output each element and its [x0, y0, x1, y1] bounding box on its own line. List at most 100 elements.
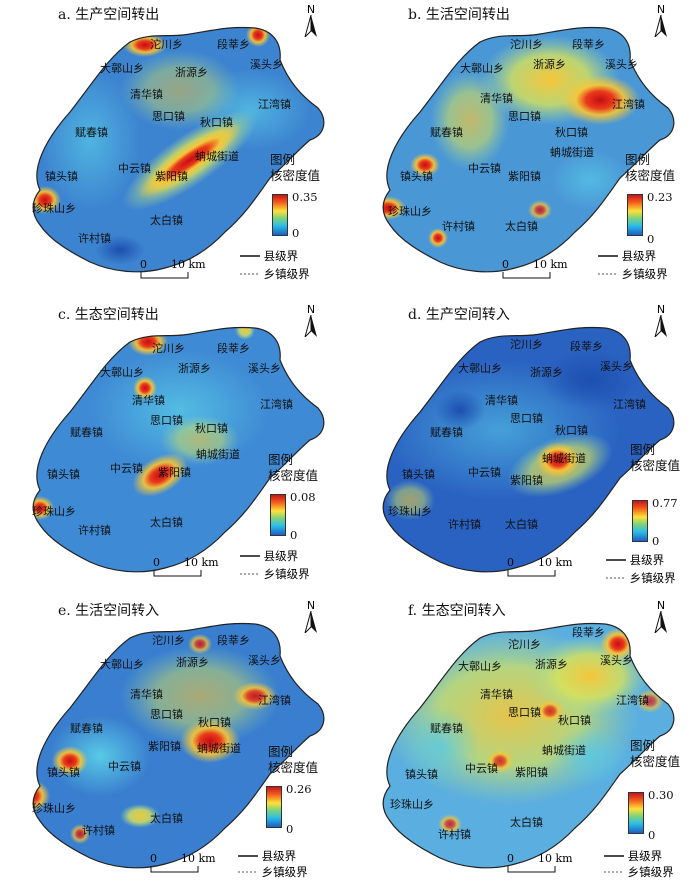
- panel-a: a. 生产空间转出 N 沱川乡 段莘乡 大鄣山乡 浙源乡 溪头乡 清华镇 江湾镇…: [0, 0, 350, 295]
- town-label: 镇头镇: [405, 768, 438, 781]
- town-label: 秋口镇: [198, 716, 231, 729]
- town-label: 段莘乡: [572, 38, 605, 51]
- town-label: 浙源乡: [178, 362, 211, 375]
- north-arrow-icon: N: [652, 304, 670, 341]
- town-label: 中云镇: [118, 162, 151, 175]
- town-label: 溪头乡: [248, 362, 281, 375]
- legend-township: 乡镇级界: [240, 267, 310, 281]
- town-label: 紫阳镇: [508, 170, 541, 183]
- north-arrow-icon: N: [652, 600, 670, 637]
- colorbar-min: 0: [647, 232, 655, 246]
- town-label: 蚺城街道: [550, 146, 594, 159]
- panel-f: f. 生态空间转入 N 沱川乡 段莘乡 大鄣山乡 浙源乡 溪头乡 清华镇 江湾镇…: [350, 596, 700, 884]
- town-label: 中云镇: [465, 762, 498, 775]
- legend-title: 图例 核密度值: [270, 152, 321, 183]
- north-arrow-icon: N: [302, 4, 320, 41]
- legend-township: 乡镇级界: [240, 567, 310, 581]
- town-label: 中云镇: [468, 162, 501, 175]
- density-map-a: [32, 26, 325, 273]
- town-label: 中云镇: [110, 462, 143, 475]
- town-label: 段莘乡: [217, 342, 250, 355]
- town-label: 许村镇: [78, 232, 111, 245]
- town-label: 清华镇: [480, 92, 513, 105]
- legend-title: 图例 核密度值: [268, 452, 319, 483]
- town-label: 沱川乡: [152, 342, 185, 355]
- density-map-d: [382, 326, 675, 573]
- town-label: 镇头镇: [400, 170, 433, 183]
- town-label: 溪头乡: [600, 654, 633, 667]
- legend-township: 乡镇级界: [604, 865, 674, 879]
- town-label: 清华镇: [130, 88, 163, 101]
- town-label: 许村镇: [438, 828, 471, 841]
- town-label: 许村镇: [82, 824, 115, 837]
- legend-county: 县级界: [240, 249, 299, 263]
- town-label: 太白镇: [150, 516, 183, 529]
- panel-d: d. 生产空间转入 N 沱川乡 段莘乡 大鄣山乡 浙源乡 溪头乡 清华镇 江湾镇…: [350, 300, 700, 595]
- town-label: 思口镇: [150, 414, 183, 427]
- legend-township: 乡镇级界: [238, 865, 308, 879]
- town-label: 赋春镇: [75, 126, 108, 139]
- town-label: 段莘乡: [572, 626, 605, 639]
- town-label: 思口镇: [510, 412, 543, 425]
- colorbar-min: 0: [292, 226, 300, 240]
- town-label: 蚺城街道: [195, 150, 239, 163]
- north-arrow-icon: N: [302, 600, 320, 637]
- legend-township: 乡镇级界: [606, 571, 676, 585]
- town-label: 许村镇: [442, 220, 475, 233]
- town-label: 许村镇: [448, 518, 481, 531]
- town-label: 段莘乡: [217, 38, 250, 51]
- colorbar-max: 0.77: [652, 496, 678, 510]
- town-label: 珍珠山乡: [388, 205, 432, 218]
- panel-title: f. 生态空间转入: [408, 603, 506, 619]
- town-label: 紫阳镇: [515, 766, 548, 779]
- colorbar: [272, 194, 288, 236]
- town-label: 许村镇: [78, 524, 111, 537]
- town-label: 沱川乡: [510, 338, 543, 351]
- town-label: 溪头乡: [250, 58, 283, 71]
- town-label: 浙源乡: [176, 656, 209, 669]
- colorbar-max: 0.26: [286, 782, 312, 796]
- town-label: 蚺城街道: [197, 742, 241, 755]
- colorbar: [627, 194, 643, 236]
- town-label: 紫阳镇: [155, 170, 188, 183]
- colorbar: [270, 494, 286, 536]
- town-label: 清华镇: [485, 394, 518, 407]
- town-label: 珍珠山乡: [32, 802, 76, 815]
- legend-county: 县级界: [240, 549, 299, 563]
- town-label: 清华镇: [480, 688, 513, 701]
- legend-county: 县级界: [606, 553, 665, 567]
- town-label: 沱川乡: [508, 638, 541, 651]
- north-arrow-icon: N: [302, 304, 320, 341]
- town-label: 思口镇: [152, 110, 185, 123]
- town-label: 紫阳镇: [158, 466, 191, 479]
- town-label: 秋口镇: [200, 116, 233, 129]
- legend-county: 县级界: [604, 849, 663, 863]
- town-label: 镇头镇: [47, 468, 80, 481]
- town-label: 珍珠山乡: [388, 505, 432, 518]
- town-label: 段莘乡: [217, 634, 250, 647]
- town-label: 溪头乡: [600, 360, 633, 373]
- colorbar-max: 0.30: [648, 788, 674, 802]
- town-label: 蚺城街道: [542, 452, 586, 465]
- town-label: 大鄣山乡: [458, 362, 502, 375]
- town-label: 蚺城街道: [196, 448, 240, 461]
- colorbar-min: 0: [290, 528, 298, 542]
- legend-county: 县级界: [238, 849, 297, 863]
- town-label: 太白镇: [505, 220, 538, 233]
- town-label: 溪头乡: [605, 58, 638, 71]
- town-label: 思口镇: [150, 708, 183, 721]
- town-label: 浙源乡: [530, 366, 563, 379]
- town-label: 太白镇: [150, 214, 183, 227]
- town-label: 赋春镇: [430, 426, 463, 439]
- town-label: 思口镇: [508, 706, 541, 719]
- town-label: 浙源乡: [535, 658, 568, 671]
- town-label: 珍珠山乡: [390, 798, 434, 811]
- panel-title: c. 生态空间转出: [58, 307, 159, 323]
- town-label: 大鄣山乡: [458, 660, 502, 673]
- town-label: 秋口镇: [558, 714, 591, 727]
- legend-title: 图例 核密度值: [268, 744, 319, 775]
- legend-title: 图例 核密度值: [630, 738, 681, 769]
- town-label: 沱川乡: [152, 634, 185, 647]
- panel-title: a. 生产空间转出: [58, 7, 160, 23]
